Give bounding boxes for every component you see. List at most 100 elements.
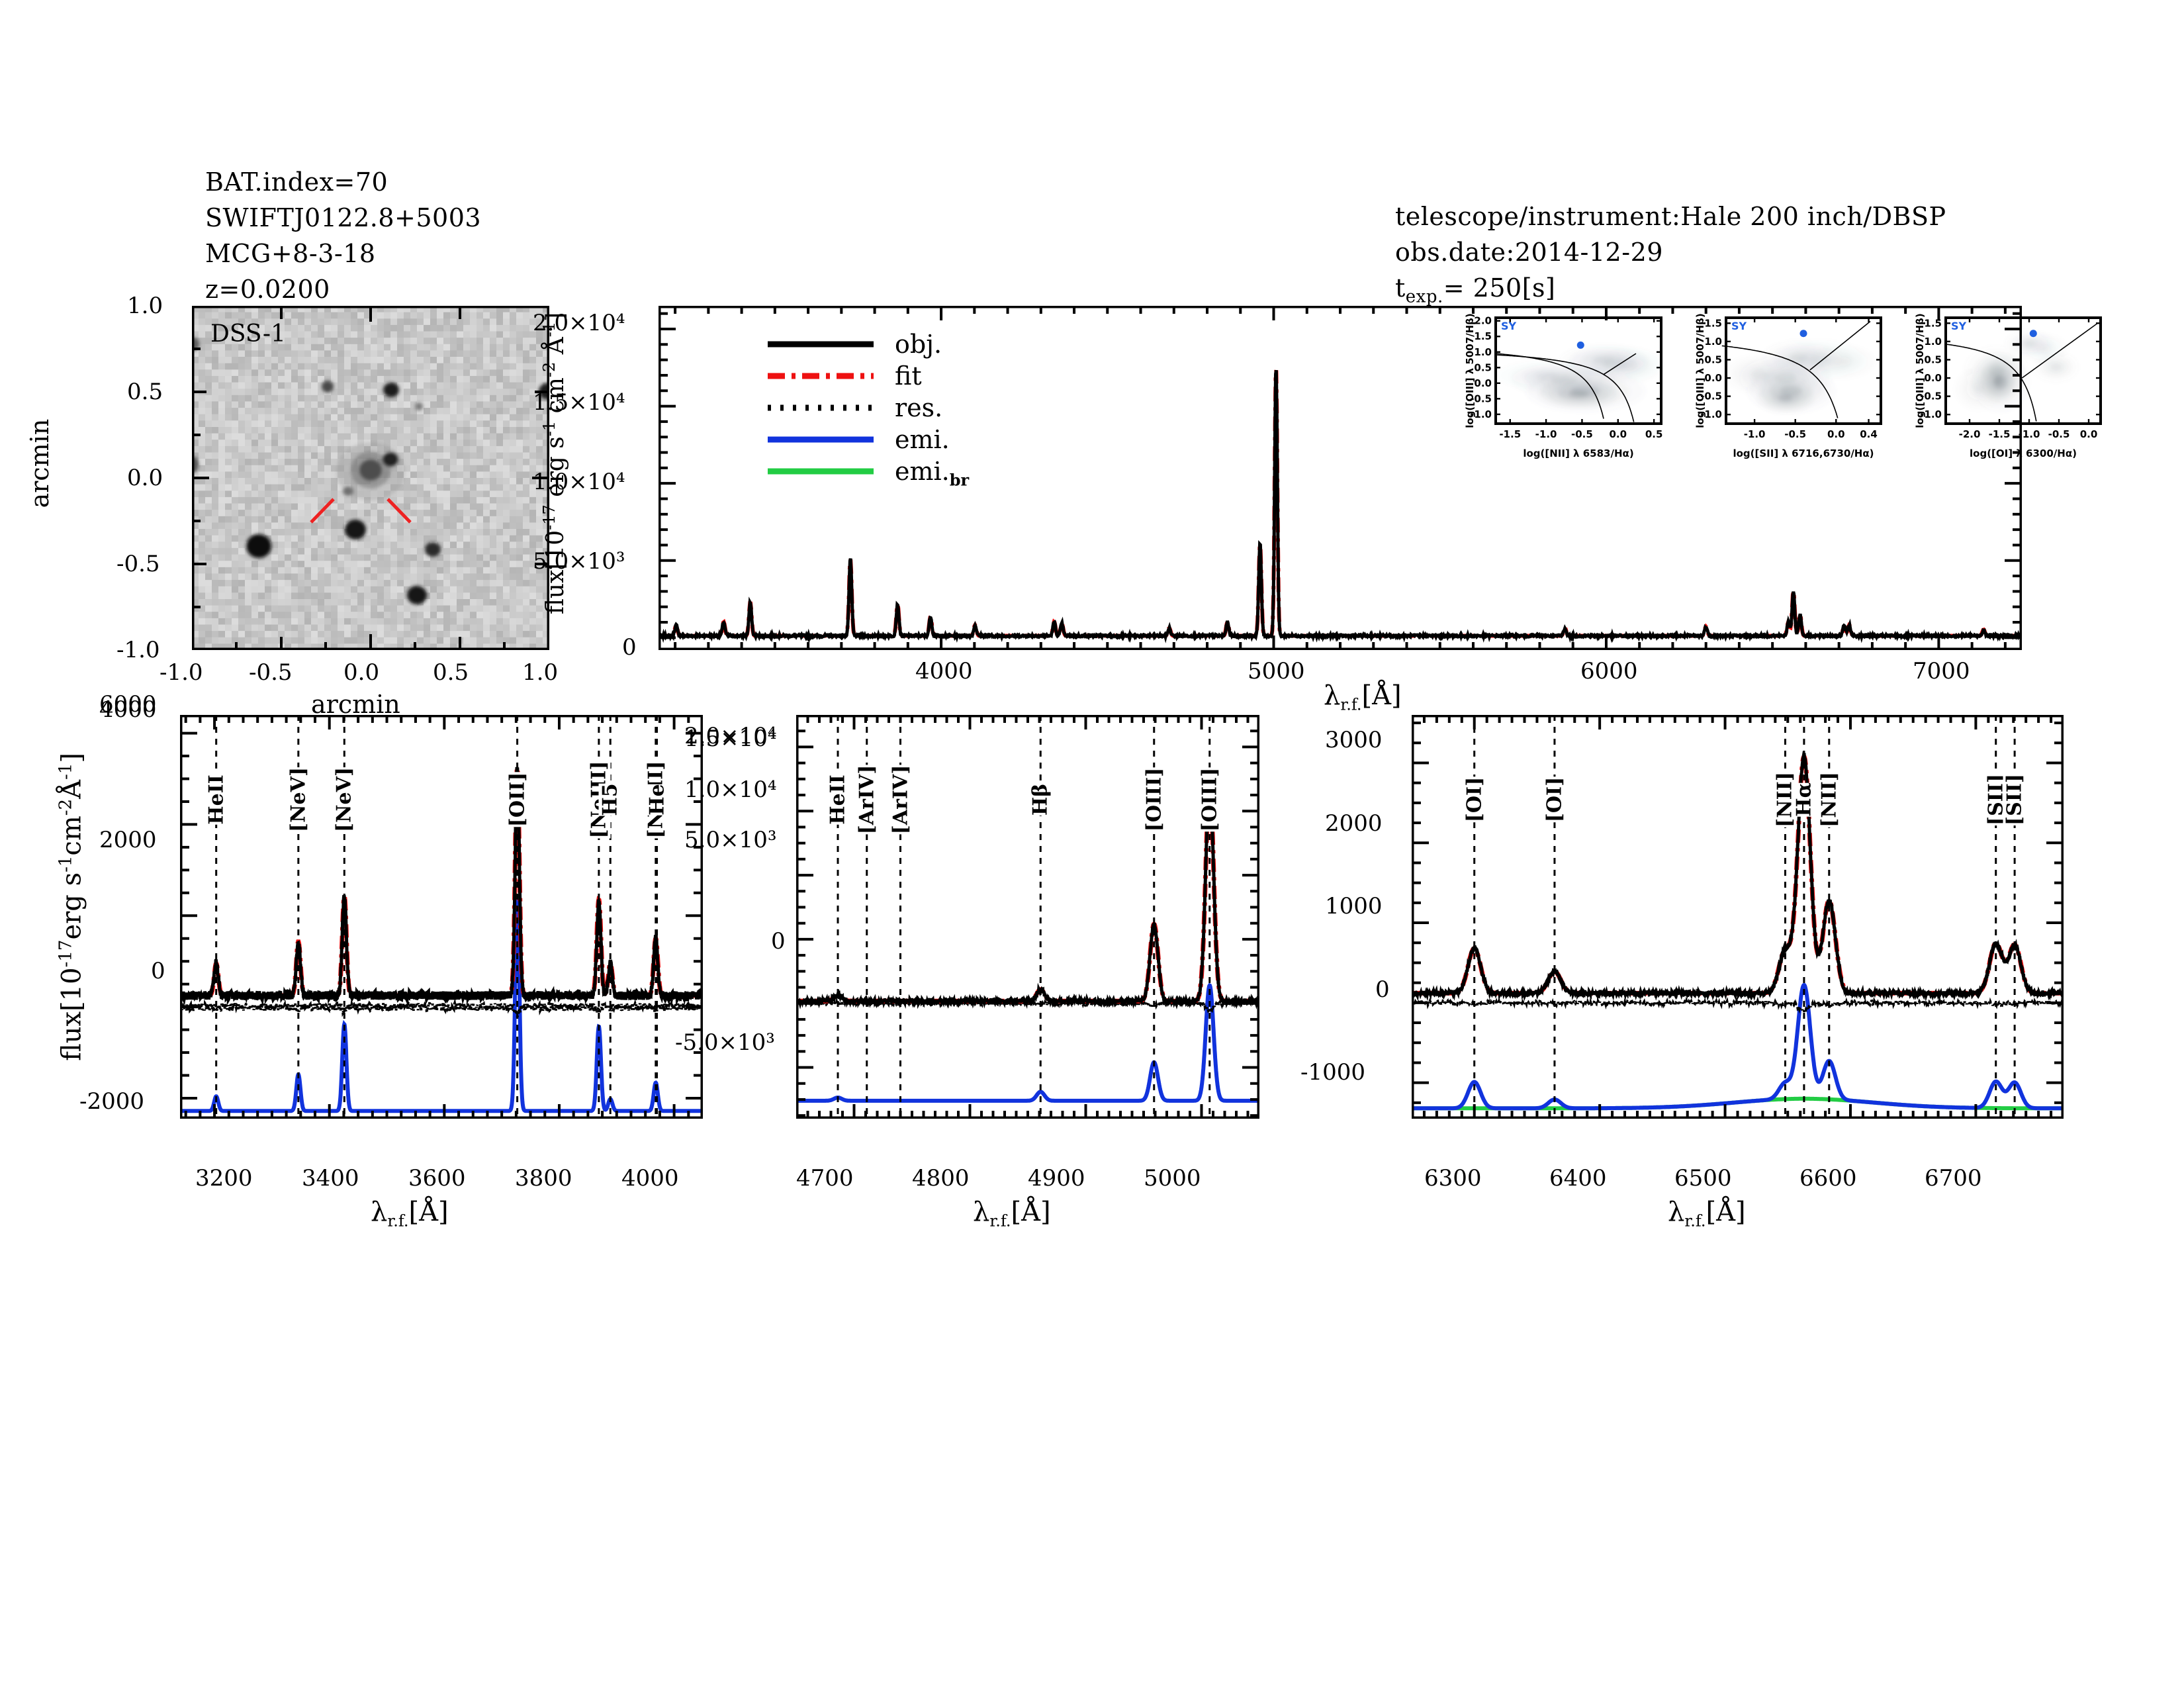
bpt-sii-svg: SY-1.0 -0.5 0.0 0.41.51.00.50.0-0.5-1.0log(… xyxy=(1694,313,1882,459)
bpt-ytick: 0.5 xyxy=(1704,353,1722,365)
bpt-ytick: 1.0 xyxy=(1474,346,1492,358)
line-marker-label-halpha-3: Hα xyxy=(1792,782,1816,817)
bl-ytick-1: 0 xyxy=(151,958,165,984)
dss-ytick-0: -1.0 xyxy=(116,637,160,663)
bpt-class-label: SY xyxy=(1731,320,1747,332)
bpt-inset-sii: SY -1.0 -0.5 0.0 0.4 1.5 1.0 0.5 0.0 -0.5 -1.0 log(… xyxy=(1674,306,1886,465)
br-xtick-0: 6300 xyxy=(1424,1165,1482,1192)
dss-xtick-1: -0.5 xyxy=(249,659,293,686)
full-yaxis-label: flux[10-17 erg s-1 cm-2 Å-1] xyxy=(540,312,569,615)
dss-xtick-3: 0.5 xyxy=(433,659,469,686)
uv-region-panel xyxy=(180,715,703,1119)
dss-stars xyxy=(192,338,549,604)
bpt-xtick: 0.4 xyxy=(1860,428,1878,440)
bpt-class-label: SY xyxy=(1501,320,1517,332)
legend-label-emi-br: emi.br xyxy=(895,457,969,490)
bm-xtick-3: 5000 xyxy=(1144,1165,1201,1192)
bpt-xtick: -1.0 xyxy=(2019,428,2040,440)
bm-xtick-0: 4700 xyxy=(796,1165,854,1192)
bm-ytick-2: 5.0×10³ xyxy=(684,827,777,853)
dss-xtick-4: 1.0 xyxy=(522,659,559,686)
bpt-xtick: -1.0 xyxy=(1744,428,1766,440)
texp-subscript: exp. xyxy=(1405,287,1443,307)
bpt-yaxis-label: log([OIII] λ 5007/Hβ) xyxy=(1914,313,1926,428)
bpt-xtick: 0.0 xyxy=(1827,428,1845,440)
br-ytick-0: -1000 xyxy=(1300,1059,1366,1086)
dss-ytick-4: 1.0 xyxy=(127,293,163,319)
dss-xaxis-label: arcmin xyxy=(311,690,400,719)
full-xaxis-label: λr.f.[Å] xyxy=(1324,680,1402,714)
bpt-xtick: 0.0 xyxy=(2080,428,2098,440)
bl-xtick-2: 3600 xyxy=(408,1165,466,1192)
full-xtick-1: 5000 xyxy=(1248,658,1305,684)
bpt-ytick: -0.5 xyxy=(1920,391,1942,402)
bpt-ytick: 0.0 xyxy=(1924,372,1942,384)
line-marker-label-hbeta-1: [ArIV] xyxy=(855,765,879,835)
line-marker-label-halpha-6: [SII] xyxy=(2003,773,2026,826)
bl-xtick-1: 3400 xyxy=(302,1165,359,1192)
bl-xaxis-label: λr.f.[Å] xyxy=(371,1197,449,1231)
bl-xtick-4: 4000 xyxy=(621,1165,679,1192)
bl-yaxis-label: flux[10-17erg s-1cm-2Å-1] xyxy=(56,753,87,1061)
dss-ytick-3: 0.5 xyxy=(127,379,163,405)
bpt-ytick: 1.5 xyxy=(1474,330,1492,342)
line-marker-label-hbeta-4: [OIII] xyxy=(1142,767,1166,832)
full-xtick-0: 4000 xyxy=(915,658,973,684)
br-xtick-1: 6400 xyxy=(1549,1165,1607,1192)
bpt-xaxis-label: log([SII] λ 6716,6730/Hα) xyxy=(1733,447,1874,459)
halpha-region-svg xyxy=(1412,715,2064,1119)
bl-ytick-3: 4000 xyxy=(99,696,157,723)
bpt-ytick: 0.0 xyxy=(1474,377,1492,389)
line-marker-label-uv-2: [NeV] xyxy=(332,767,356,833)
header-exposure-time: texp.= 250[s] xyxy=(1395,270,1946,315)
br-ytick-1: 0 xyxy=(1375,976,1390,1003)
full-spectrum-svg xyxy=(659,306,2022,650)
bpt-class-label: SY xyxy=(1951,320,1967,332)
uv-region-svg xyxy=(180,715,703,1119)
texp-value: = 250[s] xyxy=(1443,273,1556,303)
bpt-xtick: -1.5 xyxy=(1499,428,1521,440)
dss-panel-svg xyxy=(192,306,549,650)
bm-xtick-1: 4800 xyxy=(912,1165,970,1192)
header-right-block: telescope/instrument:Hale 200 inch/DBSP … xyxy=(1395,199,1946,315)
header-bat-index: BAT.index=70 xyxy=(205,167,388,197)
full-ytick-4: 2.0×10⁴ xyxy=(533,310,625,336)
bm-ytick-5: 2.0×10⁴ xyxy=(684,723,777,749)
dss-xtick-2: 0.0 xyxy=(343,659,380,686)
bpt-ytick: -1.0 xyxy=(1700,408,1722,420)
dss-survey-tag: DSS-1 xyxy=(210,320,286,348)
line-marker-label-uv-5: H5 xyxy=(598,783,622,816)
line-marker-label-uv-7: He xyxy=(645,784,669,816)
bpt-ytick: 1.0 xyxy=(1704,336,1722,348)
bl-xtick-3: 3800 xyxy=(515,1165,572,1192)
dss-yaxis-label: arcmin xyxy=(25,418,54,508)
header-swift-name: SWIFTJ0122.8+5003 xyxy=(205,203,482,232)
full-ytick-2: 1.0×10⁴ xyxy=(533,469,625,495)
legend-swatches xyxy=(768,341,874,475)
bpt-xtick: -0.5 xyxy=(1784,428,1806,440)
bl-xtick-0: 3200 xyxy=(195,1165,253,1192)
bpt-inset-oi: SY -2.0 -1.5 -1.0 -0.5 0.0 1.5 1.0 0.5 0.0 -0.5 -1.… xyxy=(1894,306,2106,465)
bl-ytick-0: -2000 xyxy=(79,1088,145,1115)
hbeta-region-panel xyxy=(796,715,1259,1119)
bpt-xtick: 0.0 xyxy=(1609,428,1627,440)
line-marker-label-hbeta-0: HeII xyxy=(826,774,850,825)
bpt-yaxis-label: log([OIII] λ 5007/Hβ) xyxy=(1464,313,1476,428)
bpt-ytick: 1.5 xyxy=(1924,317,1942,329)
dss-panel: DSS-1 xyxy=(192,306,549,650)
bpt-xaxis-label: log([NII] λ 6583/Hα) xyxy=(1523,447,1633,459)
legend-emi-br-sub: br xyxy=(949,470,970,490)
dss-ytick-2: 0.0 xyxy=(127,465,163,491)
bpt-ytick: 0.5 xyxy=(1924,353,1942,365)
line-marker-label-halpha-4: [NII] xyxy=(1817,772,1841,827)
header-telescope-instrument: telescope/instrument:Hale 200 inch/DBSP xyxy=(1395,202,1946,231)
bpt-ytick: -1.0 xyxy=(1920,408,1942,420)
br-ytick-3: 2000 xyxy=(1325,810,1383,837)
br-ytick-4: 3000 xyxy=(1325,727,1383,753)
header-redshift: z=0.0200 xyxy=(205,275,330,304)
full-ytick-3: 1.5×10⁴ xyxy=(533,389,625,416)
bpt-inset-nii: SY -1.5 -1.0 -0.5 0.0 0.5 2.0 1.5 1.0 0.5 0.0 -0.5 -… xyxy=(1435,306,1666,465)
bpt-ytick: 1.5 xyxy=(1704,317,1722,329)
bm-xtick-2: 4900 xyxy=(1028,1165,1085,1192)
bpt-ytick: 0.0 xyxy=(1704,372,1722,384)
